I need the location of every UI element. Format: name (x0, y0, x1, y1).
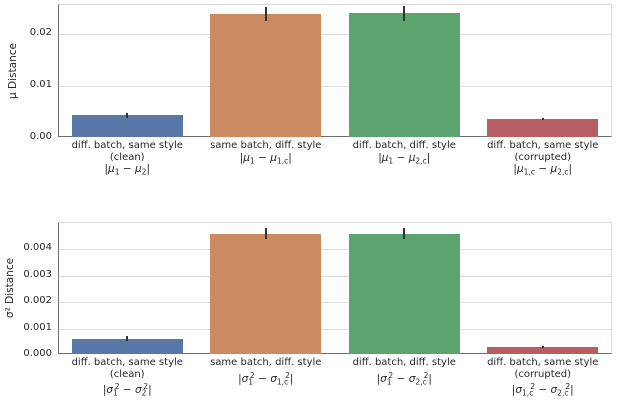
sigma-plot-area (58, 222, 612, 354)
x-category-formula: |μ1 − μ2| (104, 163, 151, 177)
x-category-label: diff. batch, same style (corrupted) |μ1,c … (470, 140, 617, 178)
error-bar (264, 228, 267, 239)
gridline (59, 34, 611, 35)
x-category-label: diff. batch, same style (clean) |σ12 − σ22… (54, 357, 201, 399)
x-category-qualifier: (corrupted) (514, 368, 572, 380)
bar (210, 233, 322, 354)
bar (71, 338, 183, 354)
x-category-formula: |σ1,c2 − σ2,c2| (511, 382, 574, 398)
y-tick-label: 0.001 (23, 321, 52, 333)
x-category-name: diff. batch, same style (71, 140, 183, 151)
x-category-formula: |σ12 − σ22| (102, 382, 152, 398)
x-category-name: same batch, diff. style (210, 357, 322, 368)
error-bar (541, 345, 544, 349)
gridline (59, 302, 611, 303)
x-category-label: diff. batch, diff. style |μ1 − μ2,c| (331, 140, 478, 166)
sigma-y-axis-label: σ² Distance (4, 257, 16, 319)
error-bar (403, 6, 406, 21)
x-category-label: diff. batch, same style (clean) |μ1 − μ2| (54, 140, 201, 178)
y-tick-label: 0.01 (29, 79, 52, 91)
x-category-formula: |μ1 − μ1,c| (239, 151, 292, 165)
x-category-qualifier: (corrupted) (514, 151, 572, 163)
bar (210, 13, 322, 137)
gridline (59, 249, 611, 250)
x-category-formula: |μ1,c − μ2,c| (513, 163, 573, 177)
y-tick-label: 0.002 (23, 295, 52, 307)
y-tick-label: 0.004 (23, 242, 52, 254)
gridline (59, 276, 611, 277)
bar (71, 115, 183, 137)
x-category-formula: |μ1 − μ2,c| (378, 151, 431, 165)
x-category-name: diff. batch, same style (487, 357, 599, 368)
error-bar (264, 7, 267, 21)
bar (487, 119, 599, 137)
gridline (59, 86, 611, 87)
x-category-qualifier: (clean) (109, 151, 145, 163)
x-category-name: diff. batch, same style (71, 357, 183, 368)
x-category-name: diff. batch, same style (487, 140, 599, 151)
bar (348, 13, 460, 137)
x-category-name: diff. batch, diff. style (352, 140, 456, 151)
x-category-label: diff. batch, same style (corrupted) |σ1,c2… (470, 357, 617, 399)
bar (348, 233, 460, 354)
x-category-name: diff. batch, diff. style (352, 357, 456, 368)
bar (487, 347, 599, 354)
x-category-formula: |σ12 − σ1,c2| (238, 370, 294, 387)
x-category-label: diff. batch, diff. style |σ12 − σ2,c2| (331, 357, 478, 388)
y-tick-label: 0.000 (23, 348, 52, 359)
x-category-label: same batch, diff. style |σ12 − σ1,c2| (193, 357, 340, 388)
x-category-formula: |σ12 − σ2,c2| (376, 370, 432, 387)
y-tick-label: 0.02 (29, 27, 52, 39)
error-bar (126, 335, 129, 342)
error-bar (403, 228, 406, 239)
y-tick-label: 0.00 (29, 131, 52, 142)
x-category-qualifier: (clean) (109, 368, 145, 380)
x-category-name: same batch, diff. style (210, 140, 322, 151)
y-tick-label: 0.003 (23, 268, 52, 280)
error-bar (126, 112, 129, 118)
mu-plot-area (58, 4, 612, 137)
x-category-label: same batch, diff. style |μ1 − μ1,c| (193, 140, 340, 166)
gridline (59, 329, 611, 330)
error-bar (541, 118, 544, 121)
